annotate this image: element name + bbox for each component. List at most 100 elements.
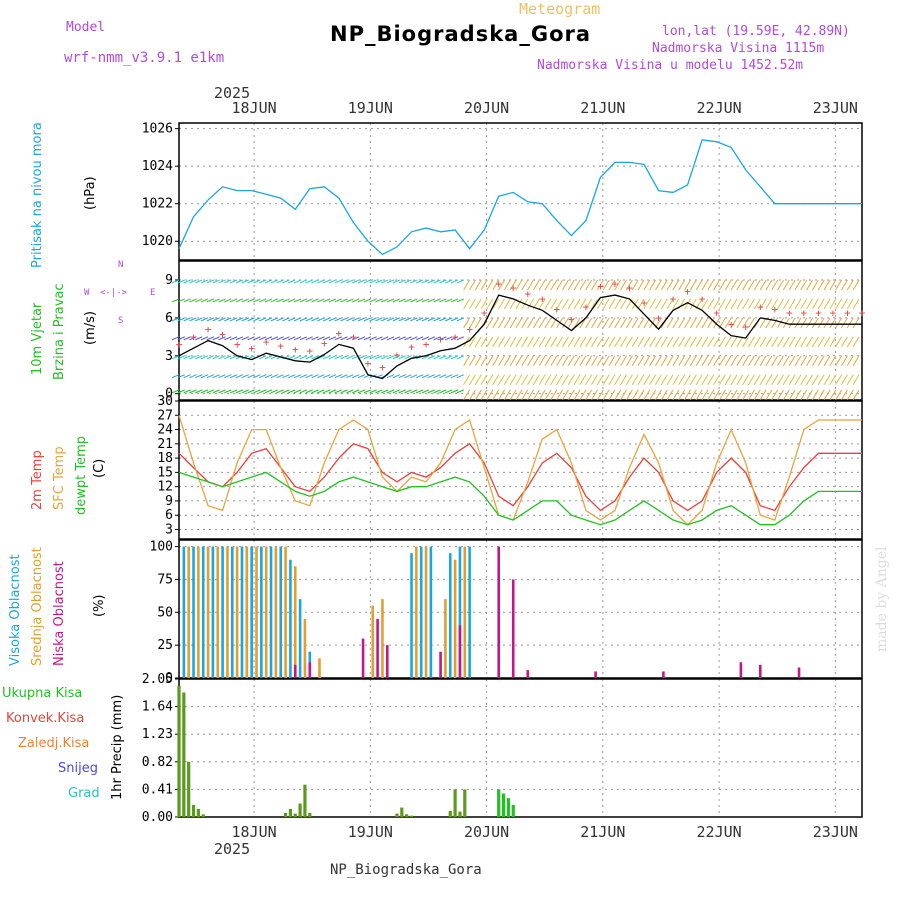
precip-bar (201, 814, 205, 817)
wind-arrow (579, 355, 587, 367)
wind-arrow (498, 389, 505, 401)
wind-arrow (579, 298, 587, 310)
wind-arrow (195, 317, 203, 322)
wind-arrow (334, 355, 342, 360)
wind-arrow (200, 298, 209, 303)
wind-arrow (724, 336, 732, 348)
wind-arrow (486, 279, 494, 291)
wind-arrow (463, 317, 471, 329)
wind-arrow (189, 279, 197, 284)
wind-arrow (689, 317, 697, 329)
wind-arrow (532, 317, 540, 329)
wind-arrow (346, 389, 354, 394)
cloud-bar (415, 546, 418, 678)
wind-gust-marker: + (336, 327, 343, 340)
wind-arrow (608, 374, 616, 385)
compass-south: S (118, 316, 124, 326)
wind-arrow (841, 374, 848, 385)
wind-arrow (817, 279, 825, 291)
wind-arrow (713, 374, 721, 385)
wind-arrow (788, 317, 796, 329)
wind-arrow (829, 355, 837, 367)
wind-arrow (445, 389, 453, 394)
wind-arrow (718, 355, 726, 367)
wind-gust-marker: + (248, 342, 255, 355)
wind-arrow (212, 317, 220, 322)
wind-arrow (247, 298, 255, 303)
cloud-bar (260, 546, 263, 678)
cloud-bar (511, 579, 515, 678)
wind-arrow (800, 389, 808, 401)
wind-arrow (404, 355, 412, 360)
wind-arrow (276, 279, 284, 284)
wind-arrow (328, 317, 337, 322)
wind-arrow (421, 298, 430, 303)
wind-arrow (806, 336, 814, 348)
wind-arrow (742, 389, 750, 401)
wind-arrow (753, 336, 761, 348)
wind-arrow (375, 336, 383, 341)
wind-arrow (334, 279, 342, 284)
wind-arrow (672, 336, 680, 348)
wind-arrow (771, 336, 779, 348)
wind-arrow (672, 317, 680, 329)
wind-arrow (264, 336, 273, 341)
wind-arrow (503, 336, 511, 348)
wind-arrow (270, 374, 279, 379)
wind-gust-marker: + (176, 338, 183, 351)
wind-arrow (480, 336, 488, 348)
precip-bar (409, 815, 414, 817)
wind-arrow (829, 336, 837, 348)
wind-arrow (322, 355, 331, 360)
cloud-bar (424, 546, 428, 678)
wind-gust-marker: + (306, 345, 313, 358)
wind-arrow (678, 279, 686, 291)
wind-arrow (206, 374, 215, 379)
station-elevation: Nadmorska Visina 1115m (652, 41, 825, 56)
wind-arrow (573, 279, 581, 291)
wind-arrow (713, 355, 721, 367)
wind-arrow (655, 336, 662, 348)
wind-arrow (218, 374, 226, 379)
y-tick-label: 9 (165, 494, 173, 509)
wind-arrow (498, 279, 505, 291)
wind-arrow (521, 336, 529, 348)
wind-arrow (293, 374, 302, 379)
precip-bar (177, 685, 181, 817)
wind-arrow (724, 298, 732, 310)
cloud-bar (240, 546, 244, 678)
wind-arrow (788, 374, 796, 385)
wind-arrow (724, 374, 732, 385)
wind-arrow (556, 279, 564, 291)
wind-gust-marker: + (394, 348, 401, 361)
wind-arrow (527, 336, 535, 348)
wind-arrow (288, 336, 296, 341)
wind-arrow (591, 336, 598, 348)
wind-arrow (637, 355, 645, 367)
model-elevation: Nadmorska Visina u modelu 1452.52m (537, 58, 804, 73)
wind-arrow (689, 374, 697, 385)
wind-arrow (486, 298, 494, 310)
wind-arrow (421, 355, 430, 360)
wind-arrow (591, 355, 598, 367)
wind-arrow (550, 336, 558, 348)
wind-arrow (788, 298, 796, 310)
wind-arrow (748, 336, 755, 348)
wind-arrow (806, 317, 814, 329)
wind-arrow (322, 298, 331, 303)
wind-arrow (701, 317, 709, 329)
wind-arrow (235, 336, 244, 341)
wind-arrow (637, 389, 645, 401)
wind-arrow (322, 336, 331, 341)
wind-arrow (777, 317, 784, 329)
wind-arrow (439, 317, 447, 322)
wind-arrow (724, 389, 732, 401)
wind-arrow (759, 279, 767, 291)
wind-arrow (375, 389, 383, 394)
wind-arrow (363, 355, 372, 360)
cloud-bar (269, 546, 273, 678)
wind-arrow (655, 298, 662, 310)
wind-arrow (392, 374, 401, 379)
y-tick-label: 1020 (142, 234, 173, 249)
